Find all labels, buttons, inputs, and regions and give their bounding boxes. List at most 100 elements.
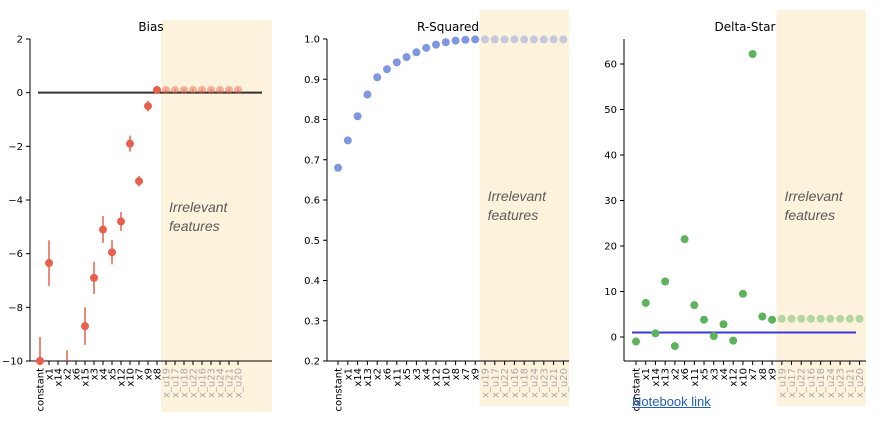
x-tick-label: x3 xyxy=(412,368,423,380)
x-tick-label: x_u19 xyxy=(481,368,492,398)
x-tick-label: x7 xyxy=(461,368,472,380)
data-point xyxy=(500,35,509,44)
x-tick-label: x8 xyxy=(451,368,462,380)
chart-title: Bias xyxy=(138,20,163,34)
data-point xyxy=(641,298,650,307)
data-point xyxy=(632,337,640,346)
data-point xyxy=(451,36,460,45)
y-tick-label: 50 xyxy=(604,105,617,116)
data-point xyxy=(234,85,242,94)
highlight-band xyxy=(776,10,866,406)
x-tick-label: x_u22 xyxy=(797,368,808,398)
data-point xyxy=(709,332,718,341)
x-tick-label: x4 xyxy=(422,368,433,380)
x-tick-label: x_u24 xyxy=(826,368,837,398)
x-tick-label: x_u21 xyxy=(549,368,560,398)
data-point xyxy=(777,314,786,323)
x-tick-label: x5 xyxy=(108,368,119,380)
x-tick-label: x_u18 xyxy=(520,368,531,398)
data-point xyxy=(787,314,796,323)
data-point xyxy=(680,235,689,244)
x-tick-label: x_u21 xyxy=(845,368,856,398)
x-tick-label: x14 xyxy=(54,368,65,387)
x-tick-label: x11 xyxy=(392,368,403,387)
x-tick-label: x_u17 xyxy=(171,368,182,398)
y-tick-label: 0.5 xyxy=(304,236,320,247)
data-point xyxy=(670,342,679,351)
y-tick-label: 0.3 xyxy=(304,316,320,327)
x-tick-label: x1 xyxy=(45,368,56,380)
y-tick-label: 0.9 xyxy=(304,75,320,86)
y-tick-label: −6 xyxy=(8,249,23,260)
x-tick-label: x3 xyxy=(90,368,101,380)
data-point xyxy=(225,85,233,94)
y-tick-label: −10 xyxy=(2,357,23,368)
x-tick-label: x_u22 xyxy=(500,368,511,398)
data-point xyxy=(559,35,568,44)
x-tick-label: x14 xyxy=(353,368,364,387)
y-tick-label: 0 xyxy=(611,333,617,344)
x-tick-label: x_u16 xyxy=(510,368,521,398)
data-point xyxy=(690,301,699,310)
data-point xyxy=(144,102,152,111)
y-tick-label: 0.8 xyxy=(304,115,320,126)
y-tick-label: 0.7 xyxy=(304,155,320,166)
x-tick-label: x10 xyxy=(441,368,452,387)
data-point xyxy=(90,273,98,282)
y-tick-label: 30 xyxy=(604,196,617,207)
data-point xyxy=(826,314,835,323)
data-point xyxy=(748,49,757,58)
data-point xyxy=(461,35,470,44)
data-point xyxy=(334,163,342,172)
data-point xyxy=(471,35,480,44)
x-tick-label: x_u23 xyxy=(539,368,550,398)
x-tick-label: x6 xyxy=(72,368,83,380)
y-tick-label: 0 xyxy=(17,88,23,99)
y-tick-label: 40 xyxy=(604,151,617,162)
x-tick-label: x2 xyxy=(63,368,74,380)
x-tick-label: x4 xyxy=(719,368,730,380)
data-point xyxy=(530,35,538,44)
x-tick-label: x_u18 xyxy=(180,368,191,398)
x-tick-label: x12 xyxy=(117,368,128,387)
x-tick-label: x5 xyxy=(700,368,711,380)
chart-panel-1: Bias20−2−4−6−8−10constantx1x14x2x6x15x3x… xyxy=(2,20,272,412)
annotation-text: Irrelevant xyxy=(169,199,228,215)
x-tick-label: x_u20 xyxy=(234,368,245,398)
x-tick-label: x_u21 xyxy=(225,368,236,398)
data-point xyxy=(758,312,767,321)
chart-title: R-Squared xyxy=(417,20,479,34)
data-point xyxy=(153,85,161,94)
y-tick-label: 0.2 xyxy=(304,357,320,368)
highlight-band xyxy=(479,10,569,406)
notebook-link[interactable]: Notebook link xyxy=(632,394,711,409)
chart-panel-3: Delta-Star6050403020100constantx1x14x13x… xyxy=(604,10,866,411)
x-tick-label: x3 xyxy=(709,368,720,380)
data-point xyxy=(719,320,728,329)
annotation-text: Irrelevant xyxy=(488,188,547,204)
data-point xyxy=(180,85,188,94)
data-point xyxy=(738,289,747,298)
data-point xyxy=(373,73,382,82)
data-point xyxy=(198,85,206,94)
x-tick-label: x6 xyxy=(383,368,394,380)
annotation-text: features xyxy=(784,207,835,223)
x-tick-label: x10 xyxy=(126,368,137,387)
data-point xyxy=(700,315,709,324)
data-point xyxy=(651,329,660,338)
x-tick-label: x_u24 xyxy=(216,368,227,398)
x-tick-label: x12 xyxy=(432,368,443,387)
data-point xyxy=(216,85,224,94)
x-tick-label: x7 xyxy=(135,368,146,380)
data-point xyxy=(363,90,372,99)
data-point xyxy=(402,53,411,62)
annotation-text: features xyxy=(488,207,539,223)
data-point xyxy=(432,40,440,49)
annotation-text: Irrelevant xyxy=(784,188,843,204)
data-point xyxy=(768,315,777,324)
data-point xyxy=(117,217,125,226)
x-tick-label: x_u19 xyxy=(777,368,788,398)
y-tick-label: 0.4 xyxy=(304,276,320,287)
data-point xyxy=(353,112,362,121)
